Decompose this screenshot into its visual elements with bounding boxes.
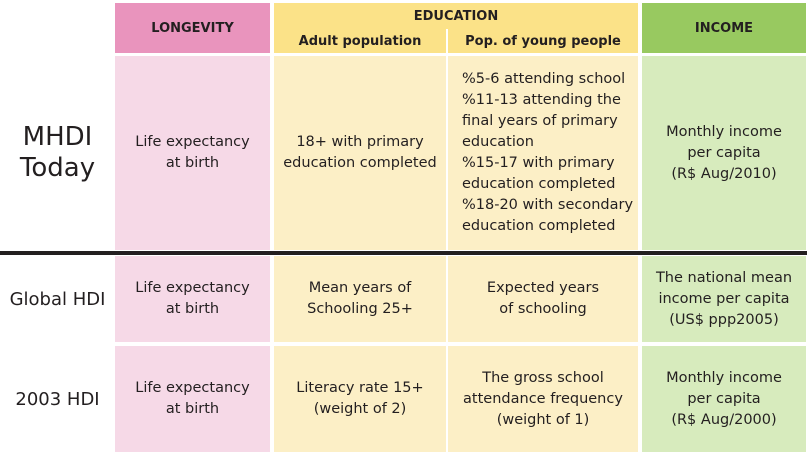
list-item: education completed: [462, 176, 616, 192]
adult-population-label: Adult population: [298, 33, 422, 49]
adult-population-subheader: Adult population: [274, 29, 446, 53]
adult-cell-mhdi: 18+ with primary education completed: [274, 56, 446, 250]
list-item: %11-13 attending the: [462, 92, 621, 108]
cell-line: at birth: [165, 155, 220, 171]
list-item: education: [462, 134, 534, 150]
row-label-global-hdi: Global HDI: [0, 256, 115, 342]
cell-line: education completed: [283, 155, 437, 171]
cell-line: Schooling 25+: [307, 301, 413, 317]
income-cell-global: The national mean income per capita (US$…: [642, 256, 806, 342]
list-item: %15-17 with primary: [462, 155, 615, 171]
adult-cell-global: Mean years of Schooling 25+: [274, 256, 446, 342]
longevity-header-label: LONGEVITY: [151, 20, 234, 36]
cell-line: at birth: [165, 401, 220, 417]
young-cell-2003: The gross school attendance frequency (w…: [448, 346, 638, 452]
young-cell-global: Expected years of schooling: [448, 256, 638, 342]
cell-line: Expected years: [486, 280, 600, 296]
cell-line: (R$ Aug/2010): [671, 165, 777, 182]
row-label-2003-hdi: 2003 HDI: [0, 346, 115, 452]
cell-line: The national mean: [655, 269, 793, 286]
income-header-label: INCOME: [694, 20, 754, 36]
list-item: %5-6 attending school: [462, 71, 626, 87]
cell-line: Life expectancy: [135, 380, 250, 396]
list-item: education completed: [462, 218, 616, 234]
cell-line: The gross school: [482, 369, 604, 386]
cell-line: per capita: [687, 390, 761, 407]
education-header: EDUCATION: [274, 3, 638, 29]
section-divider: [0, 251, 807, 255]
longevity-cell-2003: Life expectancy at birth: [115, 346, 270, 452]
young-people-label: Pop. of young people: [465, 33, 621, 49]
list-item: final years of primary: [462, 113, 618, 129]
young-people-subheader: Pop. of young people: [448, 29, 638, 53]
cell-line: Life expectancy: [135, 280, 250, 296]
cell-line: 18+ with primary: [296, 134, 424, 150]
cell-line: (R$ Aug/2000): [671, 411, 777, 428]
row-label-mhdi-today: MHDI Today: [0, 56, 115, 250]
row-label-line: Today: [19, 153, 96, 183]
cell-line: at birth: [165, 301, 220, 317]
cell-line: Literacy rate 15+: [296, 380, 424, 396]
cell-line: Monthly income: [666, 123, 782, 140]
longevity-header: LONGEVITY: [115, 3, 270, 53]
cell-line: attendance frequency: [463, 390, 623, 407]
longevity-cell-global: Life expectancy at birth: [115, 256, 270, 342]
young-cell-mhdi: %5-6 attending school %11-13 attending t…: [448, 56, 638, 250]
cell-line: (US$ ppp2005): [669, 311, 779, 328]
cell-line: income per capita: [658, 290, 790, 307]
cell-line: Mean years of: [308, 280, 412, 296]
income-cell-mhdi: Monthly income per capita (R$ Aug/2010): [642, 56, 806, 250]
row-label-text: Global HDI: [9, 288, 106, 310]
adult-cell-2003: Literacy rate 15+ (weight of 2): [274, 346, 446, 452]
row-label-line: MHDI: [22, 122, 93, 152]
income-cell-2003: Monthly income per capita (R$ Aug/2000): [642, 346, 806, 452]
cell-line: Life expectancy: [135, 134, 250, 150]
income-header: INCOME: [642, 3, 806, 53]
longevity-cell-mhdi: Life expectancy at birth: [115, 56, 270, 250]
education-header-label: EDUCATION: [413, 8, 499, 24]
cell-line: of schooling: [499, 301, 587, 317]
cell-line: (weight of 2): [313, 401, 407, 417]
cell-line: (weight of 1): [496, 411, 590, 428]
list-item: %18-20 with secondary: [462, 197, 634, 213]
row-label-text: 2003 HDI: [15, 388, 100, 410]
cell-line: per capita: [687, 144, 761, 161]
cell-line: Monthly income: [666, 369, 782, 386]
